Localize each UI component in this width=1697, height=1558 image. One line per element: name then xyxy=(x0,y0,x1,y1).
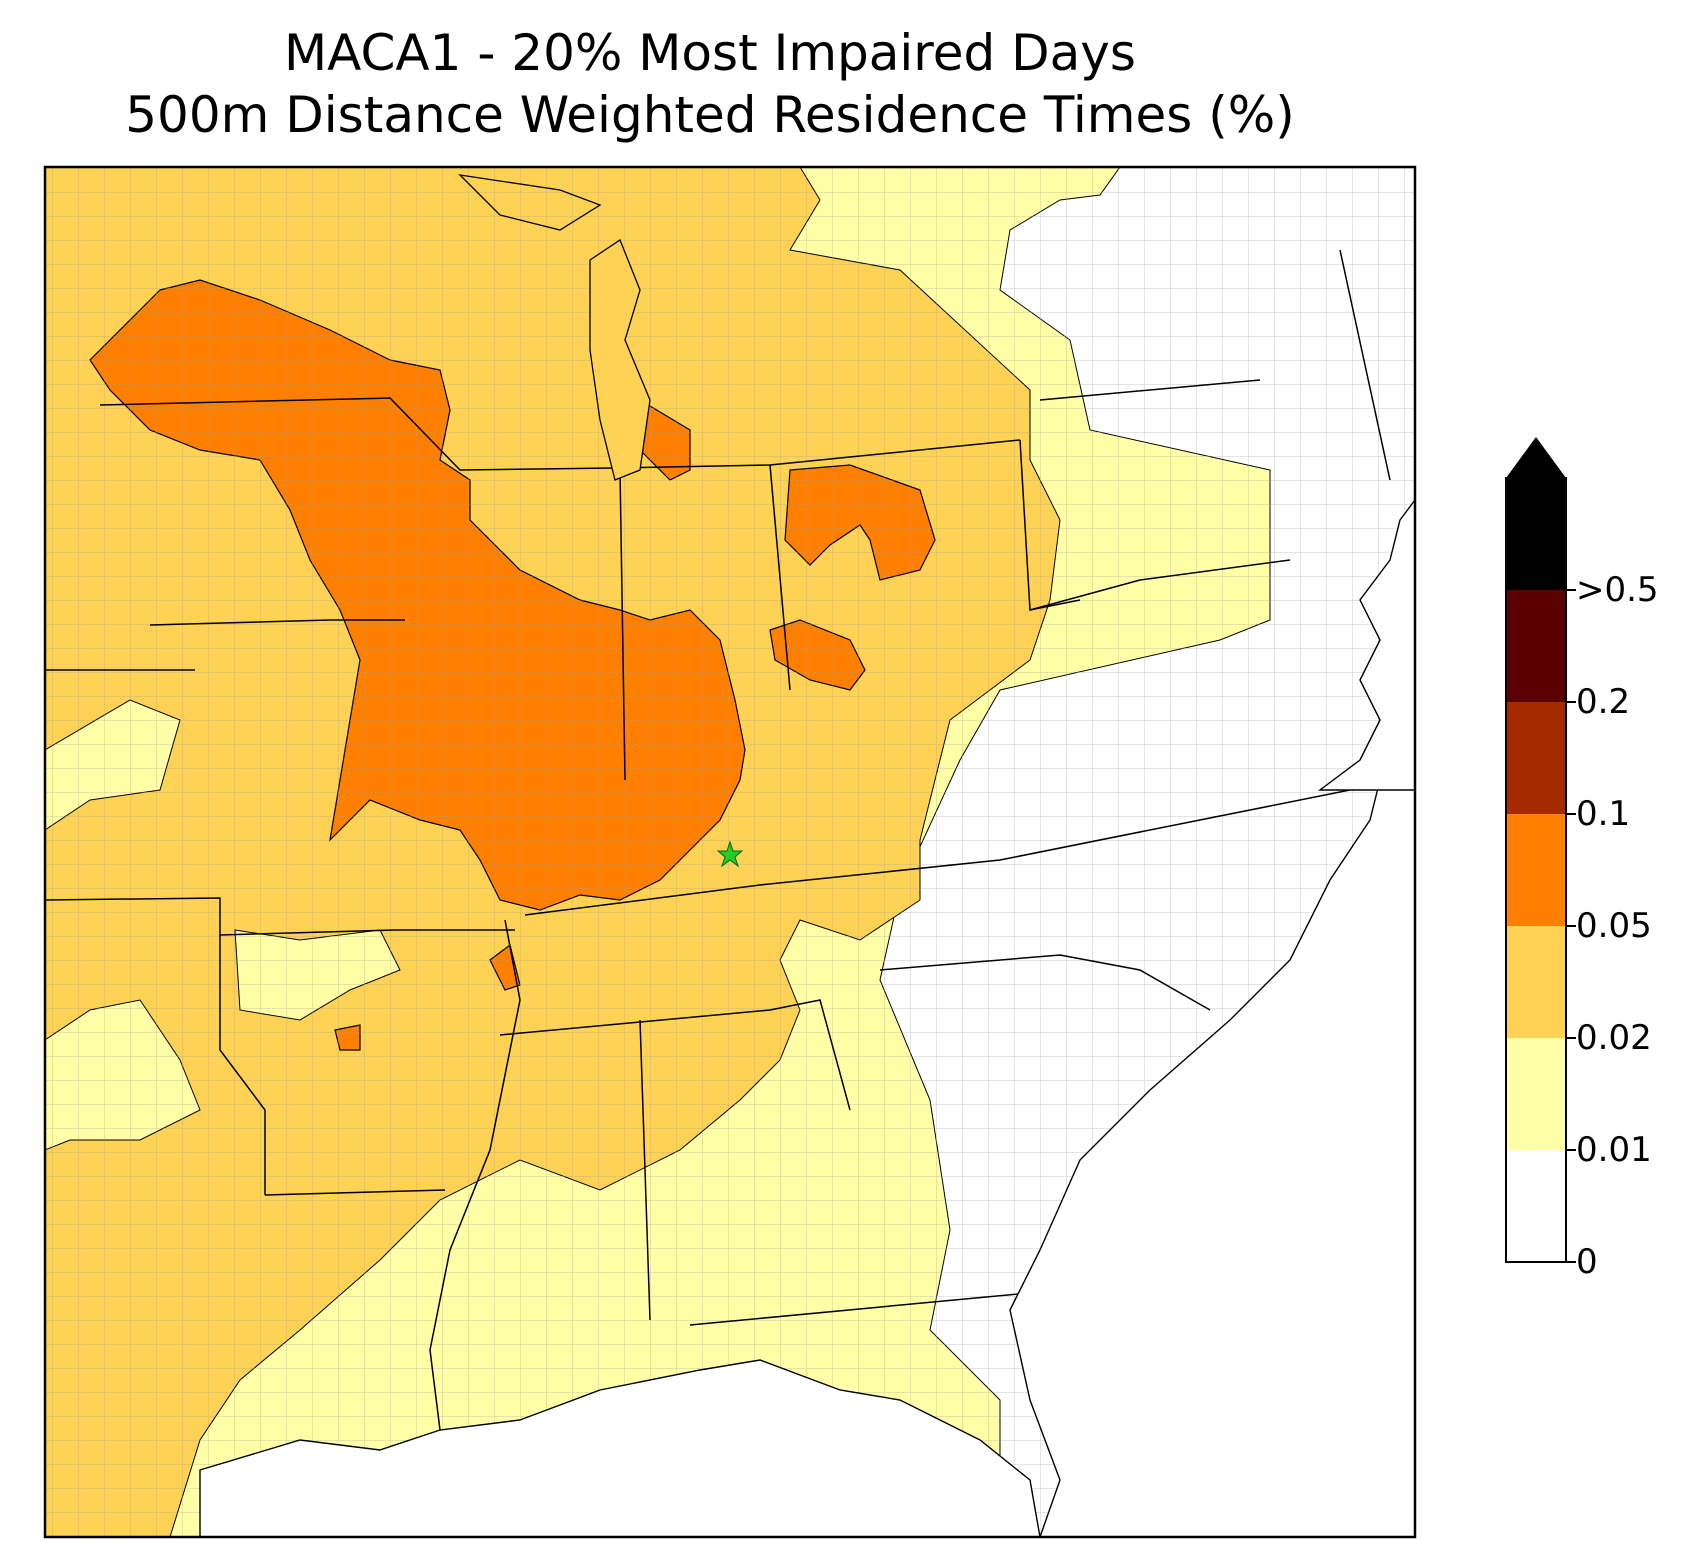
colorbar-tick-label: 0 xyxy=(1576,1242,1598,1282)
map-area xyxy=(45,167,1415,1537)
colorbar-bins xyxy=(1506,478,1566,1262)
title-line-2: 500m Distance Weighted Residence Times (… xyxy=(125,86,1295,144)
map-title: MACA1 - 20% Most Impaired Days 500m Dist… xyxy=(0,22,1420,146)
great-lakes xyxy=(458,174,651,481)
colorbar-bin xyxy=(1506,814,1566,926)
colorbar-tick-label: >0.5 xyxy=(1576,570,1659,610)
colorbar-tick-label: 0.02 xyxy=(1576,1018,1652,1058)
colorbar-bin xyxy=(1506,590,1566,702)
title-line-1: MACA1 - 20% Most Impaired Days xyxy=(284,24,1136,82)
colorbar-bin xyxy=(1506,1150,1566,1262)
colorbar-bin-extend xyxy=(1506,478,1566,590)
colorbar-tick-label: 0.2 xyxy=(1576,682,1631,722)
colorbar xyxy=(1505,437,1576,1263)
colorbar-bin xyxy=(1506,1038,1566,1150)
colorbar-tick-label: 0.01 xyxy=(1576,1130,1652,1170)
site-marker-icon xyxy=(716,840,744,868)
coastline xyxy=(199,498,1415,1537)
colorbar-frame xyxy=(1505,477,1567,1263)
map-frame xyxy=(43,165,1417,1539)
colorbar-ticks xyxy=(1566,589,1576,1263)
colorbar-extend-arrow xyxy=(1506,437,1566,478)
colorbar-bin xyxy=(1506,926,1566,1038)
colorbar-tick-label: 0.1 xyxy=(1576,794,1631,834)
colorbar-bin xyxy=(1506,702,1566,814)
colorbar-tick-label: 0.05 xyxy=(1576,906,1652,946)
state-boundaries xyxy=(45,249,1391,1431)
